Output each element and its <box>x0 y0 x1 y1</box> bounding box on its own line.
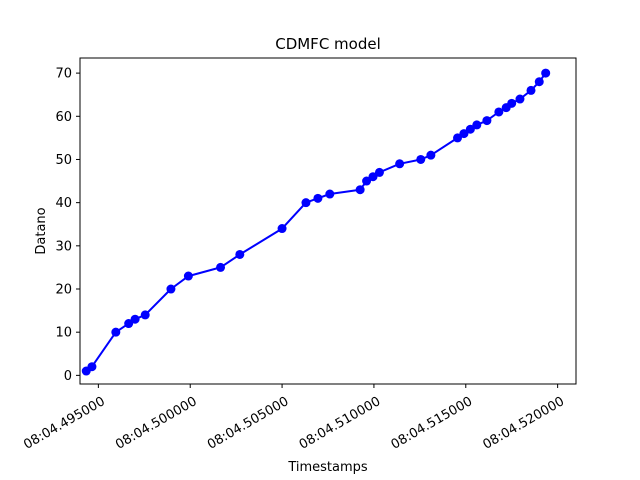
y-tick-label: 70 <box>55 67 72 82</box>
data-point <box>313 193 323 203</box>
y-tick-label: 60 <box>55 110 72 125</box>
y-tick-label: 30 <box>55 239 72 254</box>
data-point <box>368 172 378 182</box>
data-point <box>111 327 121 337</box>
data-point <box>216 262 226 272</box>
data-point <box>426 150 436 160</box>
y-tick-label: 40 <box>55 196 72 211</box>
data-point <box>507 98 517 108</box>
data-point <box>87 362 97 372</box>
data-point <box>235 249 245 259</box>
data-point <box>526 85 536 95</box>
data-point <box>534 77 544 87</box>
data-point <box>124 319 134 329</box>
plot-area <box>79 57 577 385</box>
y-axis-label: Datano <box>34 207 49 254</box>
y-tick-label: 10 <box>55 326 72 341</box>
series-layer <box>81 68 551 376</box>
y-axis: 0 10 20 30 40 50 60 70 <box>55 67 80 384</box>
data-point <box>459 129 469 139</box>
data-point <box>482 116 492 126</box>
chart-title: CDMFC model <box>275 35 381 53</box>
y-tick-label: 0 <box>64 369 72 384</box>
data-point <box>515 94 525 104</box>
data-point <box>140 310 150 320</box>
data-point <box>166 284 176 294</box>
x-axis-label: Timestamps <box>287 460 368 475</box>
data-point <box>541 68 551 78</box>
data-point <box>416 154 426 164</box>
data-point <box>494 107 504 117</box>
y-tick-label: 50 <box>55 153 72 168</box>
data-point <box>325 189 335 199</box>
data-point <box>472 120 482 130</box>
y-tick-label: 20 <box>55 283 72 298</box>
plot-frame <box>79 57 577 385</box>
data-point <box>355 185 365 195</box>
data-point <box>362 176 372 186</box>
data-point <box>465 124 475 134</box>
data-point <box>301 198 311 208</box>
data-point <box>395 159 405 169</box>
data-point <box>183 271 193 281</box>
data-point <box>277 224 287 234</box>
data-point <box>130 314 140 324</box>
data-point <box>453 133 463 143</box>
data-point <box>374 167 384 177</box>
